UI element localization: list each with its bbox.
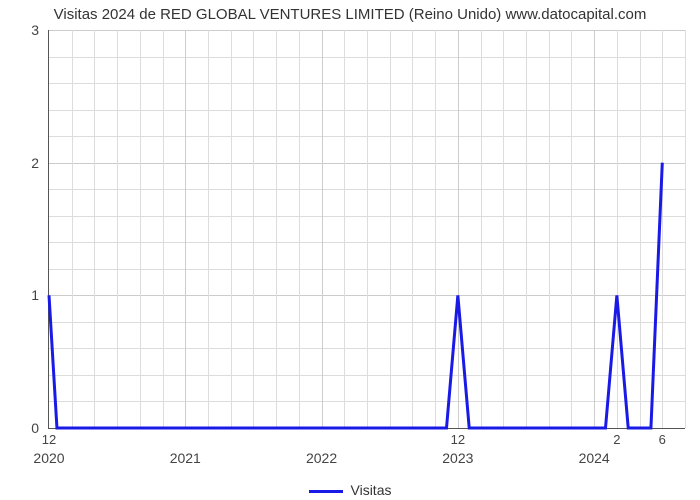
y-tick-label: 2 bbox=[31, 155, 49, 171]
y-tick-label: 3 bbox=[31, 22, 49, 38]
legend-label: Visitas bbox=[351, 482, 392, 498]
plot-area: 012312122620202021202220232024 bbox=[48, 30, 685, 429]
gridline-v bbox=[685, 30, 686, 428]
legend: Visitas bbox=[0, 482, 700, 498]
x-year-label: 2021 bbox=[170, 428, 201, 466]
legend-swatch bbox=[309, 490, 343, 493]
chart: Visitas 2024 de RED GLOBAL VENTURES LIMI… bbox=[0, 0, 700, 500]
x-minor-label: 6 bbox=[659, 428, 666, 447]
x-year-label: 2023 bbox=[442, 428, 473, 466]
chart-title: Visitas 2024 de RED GLOBAL VENTURES LIMI… bbox=[0, 6, 700, 23]
x-minor-label: 2 bbox=[613, 428, 620, 447]
series-line bbox=[49, 30, 685, 428]
x-year-label: 2024 bbox=[579, 428, 610, 466]
x-year-label: 2022 bbox=[306, 428, 337, 466]
y-tick-label: 1 bbox=[31, 287, 49, 303]
x-year-label: 2020 bbox=[33, 428, 64, 466]
